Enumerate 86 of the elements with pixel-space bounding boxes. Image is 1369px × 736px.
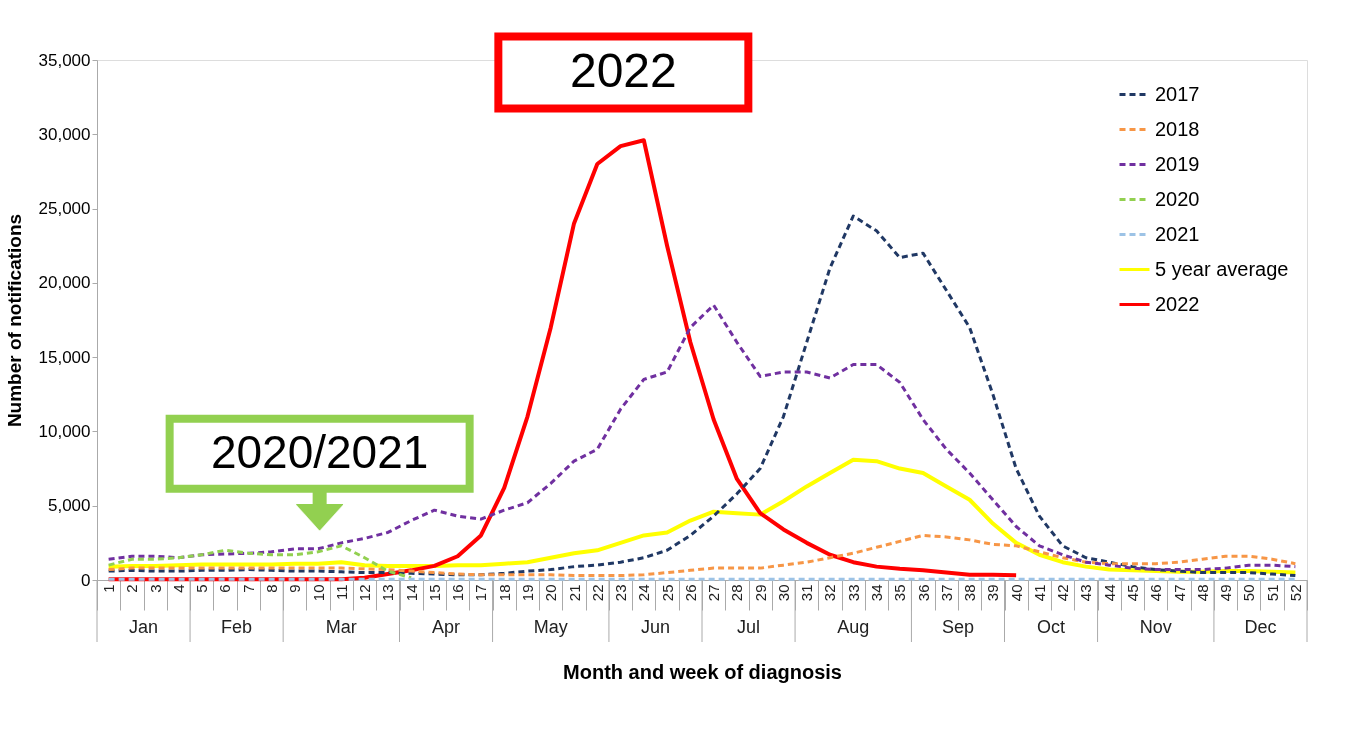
- legend-label: 2022: [1155, 292, 1200, 315]
- x-tick-label: 43: [1077, 584, 1095, 602]
- x-tick-label: 5: [193, 584, 211, 593]
- y-tick-label: 15,000: [38, 347, 91, 367]
- x-tick-label: 37: [937, 584, 955, 602]
- x-tick-label: 4: [169, 584, 187, 593]
- x-tick-label: 30: [774, 584, 792, 602]
- x-tick-label: 45: [1123, 584, 1141, 602]
- x-tick-label: 1: [100, 584, 118, 593]
- x-tick-label: 11: [332, 584, 350, 601]
- x-tick-label: 8: [263, 584, 281, 593]
- x-tick-label: 10: [309, 584, 327, 602]
- annotation: 2020/2021: [210, 425, 429, 478]
- x-tick-label: 28: [728, 584, 746, 602]
- text: Jun: [640, 617, 670, 637]
- y-tick-label: 20,000: [38, 273, 91, 293]
- x-tick-label: 16: [449, 584, 467, 602]
- x-tick-label: 32: [821, 584, 839, 602]
- text: Jul: [737, 617, 761, 637]
- x-tick-label: 18: [495, 584, 513, 602]
- annotation: 2022: [569, 43, 677, 97]
- x-tick-label: 35: [891, 584, 909, 602]
- x-tick-label: 23: [612, 584, 630, 602]
- x-axis-title: Month and week of diagnosis: [563, 661, 842, 683]
- x-tick-label: 40: [1007, 584, 1025, 602]
- x-tick-label: 21: [565, 584, 583, 602]
- text: Jan: [129, 617, 159, 637]
- x-tick-label: 34: [868, 584, 886, 602]
- legend-label: 2021: [1155, 222, 1200, 245]
- x-tick-label: 48: [1193, 584, 1211, 602]
- x-tick-label: 36: [914, 584, 932, 602]
- x-tick-label: 22: [588, 584, 606, 602]
- x-tick-label: 47: [1170, 584, 1188, 602]
- x-tick-label: 20: [542, 584, 560, 602]
- y-tick-label: 35,000: [38, 50, 91, 70]
- x-tick-label: 52: [1286, 584, 1304, 602]
- y-tick-label: 5,000: [47, 496, 91, 516]
- x-tick-label: 3: [146, 584, 164, 593]
- text: Mar: [325, 617, 357, 637]
- line-series: [107, 214, 1297, 578]
- x-tick-label: 39: [984, 584, 1002, 602]
- text: May: [533, 617, 568, 637]
- x-tick-label: 41: [1030, 584, 1048, 602]
- x-tick-label: 25: [658, 584, 676, 602]
- x-tick-label: 12: [356, 584, 374, 602]
- x-tick-label: 2: [123, 584, 141, 593]
- x-tick-label: 51: [1263, 584, 1281, 602]
- legend-label: 2017: [1155, 82, 1200, 105]
- text: Oct: [1037, 617, 1066, 637]
- x-tick-label: 31: [798, 584, 816, 602]
- x-tick-label: 29: [751, 584, 769, 602]
- y-tick-label: 25,000: [38, 199, 91, 219]
- x-tick-label: 6: [216, 584, 234, 593]
- x-tick-label: 46: [1147, 584, 1165, 602]
- x-tick-label: 42: [1054, 584, 1072, 602]
- text: Aug: [837, 617, 870, 637]
- x-tick-label: 27: [705, 584, 723, 602]
- legend-label: 2018: [1155, 117, 1200, 140]
- x-tick-label: 49: [1217, 584, 1235, 602]
- text: Sep: [941, 617, 974, 637]
- x-tick-label: 13: [379, 584, 397, 602]
- line-series: [107, 544, 413, 580]
- text: Nov: [1139, 617, 1172, 637]
- line-series: [107, 533, 1297, 578]
- y-tick-label: 10,000: [38, 421, 91, 441]
- x-tick-label: 24: [635, 584, 653, 602]
- x-tick-label: 7: [239, 584, 257, 593]
- x-tick-label: 19: [518, 584, 536, 602]
- text: Apr: [432, 617, 461, 637]
- y-axis-title: Number of notifications: [3, 213, 25, 428]
- legend-label: 5 year average: [1155, 257, 1289, 280]
- x-tick-label: 33: [844, 584, 862, 602]
- x-tick-label: 9: [286, 584, 304, 593]
- text: Dec: [1244, 617, 1277, 637]
- legend-label: 2020: [1155, 187, 1200, 210]
- legend-label: 2019: [1155, 152, 1200, 175]
- x-tick-label: 50: [1240, 584, 1258, 602]
- x-tick-label: 38: [961, 584, 979, 602]
- text: Feb: [221, 617, 253, 637]
- y-tick-label: 30,000: [38, 124, 91, 144]
- x-tick-label: 15: [425, 584, 443, 602]
- y-tick-label: 0: [81, 570, 91, 590]
- x-tick-label: 17: [472, 584, 490, 602]
- x-tick-label: 26: [681, 584, 699, 602]
- x-tick-label: 14: [402, 584, 420, 602]
- x-tick-label: 44: [1100, 584, 1118, 602]
